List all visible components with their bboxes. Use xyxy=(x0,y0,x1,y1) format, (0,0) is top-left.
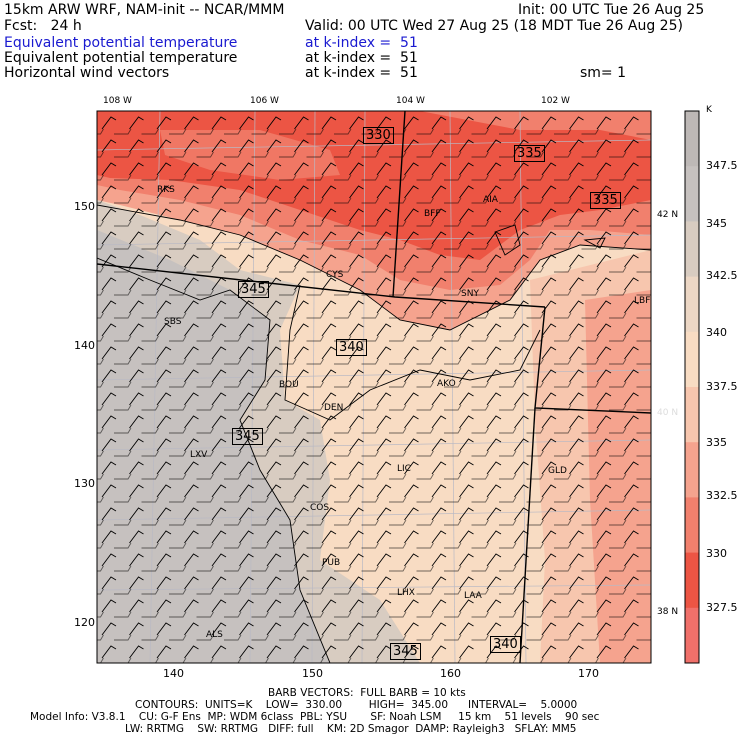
station-label: AKO xyxy=(437,379,456,389)
station-label: LHX xyxy=(397,588,415,598)
colorbar-segment xyxy=(685,166,699,222)
colorbar-label: 340 xyxy=(706,326,727,339)
colorbar-label: 330 xyxy=(706,547,727,560)
x-tick-150: 150 xyxy=(302,667,323,680)
forecast-hour: Fcst: 24 h xyxy=(4,18,82,34)
colorbar-segment xyxy=(685,552,699,609)
station-label: ALS xyxy=(206,630,223,640)
contour-label: 335 xyxy=(590,192,621,209)
colorbar-segment xyxy=(685,607,699,664)
contour-label: 345 xyxy=(238,281,269,298)
x-tick-140: 140 xyxy=(163,667,184,680)
init-time: Init: 00 UTC Tue 26 Aug 25 xyxy=(518,2,705,18)
colorbar-segment xyxy=(685,331,699,388)
lon-label-102w: 102 W xyxy=(541,96,570,106)
colorbar-label: 332.5 xyxy=(706,489,738,502)
colorbar-segment xyxy=(685,387,699,443)
station-label: RKS xyxy=(157,185,175,195)
contour-label: 345 xyxy=(232,428,263,445)
station-label: LIC xyxy=(397,464,411,474)
station-label: GLD xyxy=(548,466,567,476)
field-1-level: at k-index = 51 xyxy=(305,35,418,51)
station-label: LAA xyxy=(464,591,482,601)
colorbar-label: 342.5 xyxy=(706,269,738,282)
valid-time: Valid: 00 UTC Wed 27 Aug 25 (18 MDT Tue … xyxy=(305,18,683,34)
y-tick-120: 120 xyxy=(74,616,95,629)
y-tick-150: 150 xyxy=(74,200,95,213)
colorbar-label: 345 xyxy=(706,217,727,230)
contour-label: 340 xyxy=(336,339,367,356)
contour-label: 345 xyxy=(390,643,421,660)
field-3-level: at k-index = 51 xyxy=(305,65,418,81)
station-label: PUB xyxy=(322,558,341,568)
model-info-2: LW: RRTMG SW: RRTMG DIFF: full KM: 2D Sm… xyxy=(125,723,577,735)
colorbar-label: 335 xyxy=(706,436,727,449)
colorbar-segment xyxy=(685,221,699,278)
lat-label-38n: 38 N xyxy=(657,607,679,617)
field-1-name: Equivalent potential temperature xyxy=(4,35,238,51)
colorbar-label: 347.5 xyxy=(706,159,738,172)
station-label: LXV xyxy=(190,450,208,460)
model-title: 15km ARW WRF, NAM-init -- NCAR/MMM xyxy=(4,2,285,18)
station-label: CYS xyxy=(326,270,344,280)
y-tick-140: 140 xyxy=(74,339,95,352)
lon-label-108w: 108 W xyxy=(103,96,132,106)
lat-label-42n: 42 N xyxy=(657,210,679,220)
station-label: COS xyxy=(310,503,330,513)
field-3-name: Horizontal wind vectors xyxy=(4,65,170,81)
colorbar-segment xyxy=(685,111,699,167)
station-label: SNY xyxy=(461,289,479,299)
lon-label-104w: 104 W xyxy=(396,96,425,106)
station-label: AIA xyxy=(483,195,498,205)
colorbar-label: 327.5 xyxy=(706,601,738,614)
station-label: BFF xyxy=(424,209,441,219)
colorbar-segment xyxy=(685,276,699,333)
colorbar xyxy=(685,111,699,664)
station-label: LBF xyxy=(634,296,651,306)
colorbar-unit: K xyxy=(706,105,712,115)
x-tick-170: 170 xyxy=(578,667,599,680)
contour-label: 330 xyxy=(363,127,394,144)
colorbar-segment xyxy=(685,442,699,498)
station-label: DEN xyxy=(324,403,344,413)
contour-info: CONTOURS: UNITS=K LOW= 330.00 HIGH= 345.… xyxy=(135,699,578,711)
x-tick-160: 160 xyxy=(440,667,461,680)
colorbar-label: 337.5 xyxy=(706,380,738,393)
station-label: BOU xyxy=(279,380,299,390)
model-info-1: Model Info: V3.8.1 CU: G-F Ens MP: WDM 6… xyxy=(30,711,600,723)
lon-label-106w: 106 W xyxy=(250,96,279,106)
field-2-level: at k-index = 51 xyxy=(305,50,418,66)
station-label: SBS xyxy=(164,317,182,327)
y-tick-130: 130 xyxy=(74,477,95,490)
contour-label: 340 xyxy=(490,636,521,653)
theta-e-field xyxy=(97,111,651,663)
contour-label: 335 xyxy=(514,145,545,162)
lat-label-40n: 40 N xyxy=(657,408,679,418)
smoothing-label: sm= 1 xyxy=(580,65,627,81)
colorbar-segment xyxy=(685,497,699,554)
barb-legend: BARB VECTORS: FULL BARB = 10 kts xyxy=(268,687,466,699)
field-2-name: Equivalent potential temperature xyxy=(4,50,238,66)
